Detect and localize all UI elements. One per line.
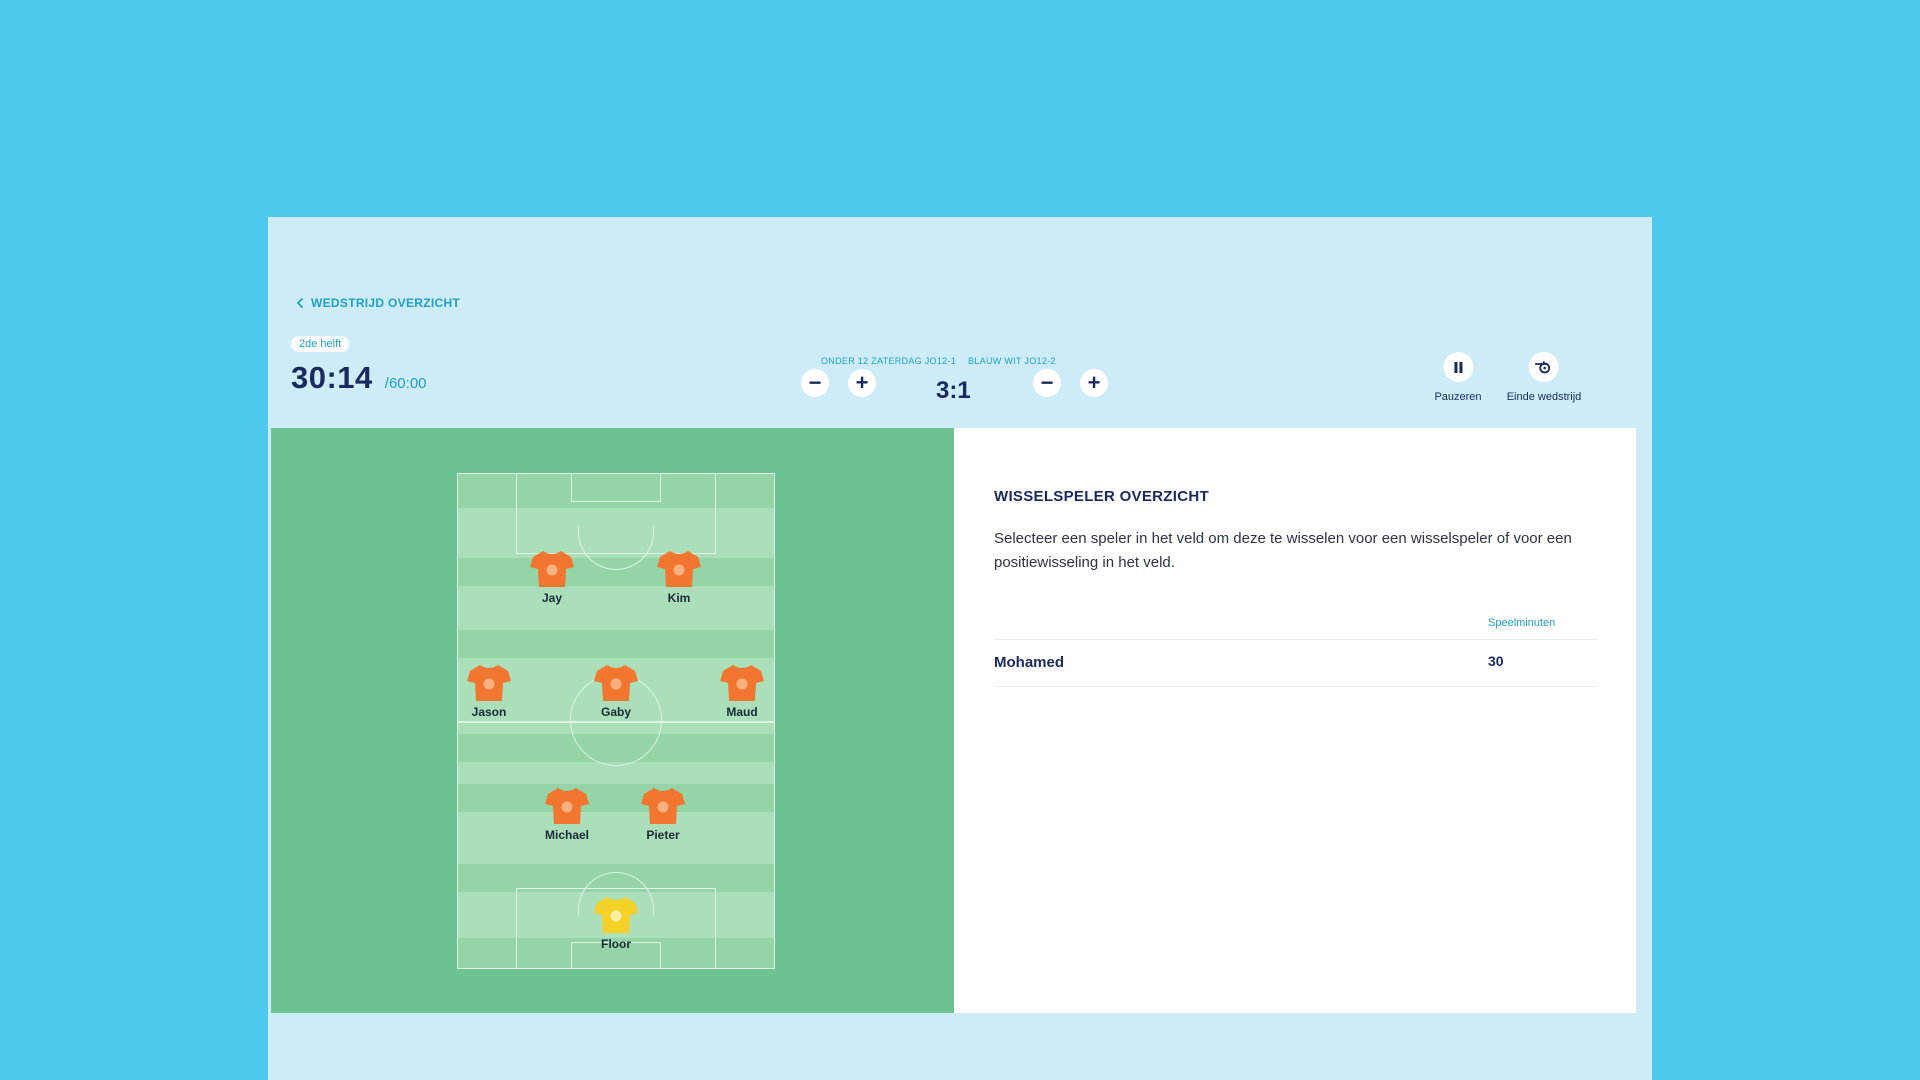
home-score-increment-button[interactable]: +: [848, 369, 876, 397]
player-jason[interactable]: Jason: [454, 663, 524, 719]
home-score-decrement-button[interactable]: −: [801, 369, 829, 397]
pause-label: Pauzeren: [1434, 391, 1482, 403]
pause-icon: [1454, 361, 1462, 373]
player-michael[interactable]: Michael: [532, 786, 602, 842]
player-name: Maud: [726, 705, 758, 719]
substitutes-title: WISSELSPELER OVERZICHT: [994, 488, 1209, 505]
player-kim[interactable]: Kim: [644, 549, 714, 605]
end-match-button[interactable]: Einde wedstrijd: [1506, 352, 1582, 403]
orange-shirt-icon: [594, 665, 638, 701]
substitutes-description: Selecteer een speler in het veld om deze…: [994, 530, 1572, 571]
substitute-minutes: 30: [1488, 653, 1504, 669]
minutes-column-header: Speelminuten: [1488, 617, 1556, 629]
substitutes-panel: WISSELSPELER OVERZICHT Selecteer een spe…: [954, 428, 1636, 1013]
orange-shirt-icon: [641, 788, 685, 824]
substitute-name: Mohamed: [994, 654, 1065, 671]
whistle-icon-circle: [1529, 352, 1559, 382]
player-maud[interactable]: Maud: [707, 663, 777, 719]
home-team-name: ONDER 12 ZATERDAG JO12-1: [821, 356, 957, 366]
chevron-left-icon: [297, 298, 303, 308]
player-name: Gaby: [600, 705, 631, 719]
back-label: WEDSTRIJD OVERZICHT: [311, 296, 461, 310]
whistle-icon: [1535, 361, 1551, 374]
player-name: Michael: [544, 828, 589, 842]
pitch: [457, 473, 775, 969]
team-names: ONDER 12 ZATERDAG JO12-1 BLAUW WIT JO12-…: [821, 356, 1056, 366]
orange-shirt-icon: [530, 551, 574, 587]
away-team-name: BLAUW WIT JO12-2: [968, 356, 1056, 366]
orange-shirt-icon: [467, 665, 511, 701]
total-time: /60:00: [384, 375, 427, 392]
end-match-label: Einde wedstrijd: [1506, 391, 1582, 403]
orange-shirt-icon: [720, 665, 764, 701]
match-screen: WEDSTRIJD OVERZICHT 2de helft 30:14 /60:…: [268, 217, 1652, 1080]
orange-shirt-icon: [545, 788, 589, 824]
pause-button[interactable]: Pauzeren: [1434, 352, 1482, 403]
elapsed-time: 30:14: [291, 360, 373, 395]
match-clock: 30:14 /60:00: [291, 360, 427, 396]
away-score-decrement-button[interactable]: −: [1033, 369, 1061, 397]
player-name: Jay: [541, 591, 563, 605]
period-badge: 2de helft: [291, 336, 350, 352]
player-name: Kim: [667, 591, 691, 605]
player-gaby[interactable]: Gaby: [581, 663, 651, 719]
player-name: Floor: [601, 937, 631, 951]
yellow-shirt-icon: [594, 897, 638, 933]
match-score: 3:1: [936, 377, 971, 404]
away-score-increment-button[interactable]: +: [1080, 369, 1108, 397]
back-to-match-overview-link[interactable]: WEDSTRIJD OVERZICHT: [295, 296, 460, 310]
player-jay[interactable]: Jay: [517, 549, 587, 605]
player-name: Pieter: [646, 828, 680, 842]
player-floor-goalkeeper[interactable]: Floor: [581, 895, 651, 951]
field-panel: Jay Kim Jason Gaby: [271, 428, 954, 1013]
substitute-row[interactable]: Mohamed 30: [994, 639, 1598, 687]
player-pieter[interactable]: Pieter: [628, 786, 698, 842]
pause-icon-circle: [1443, 352, 1473, 382]
player-name: Jason: [471, 705, 507, 719]
orange-shirt-icon: [657, 551, 701, 587]
